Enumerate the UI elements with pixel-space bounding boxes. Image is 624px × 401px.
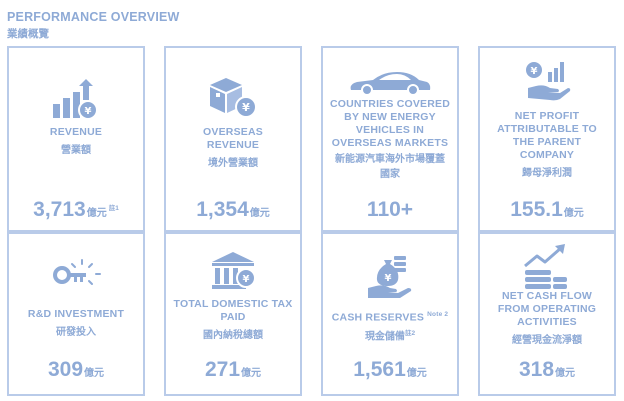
- net-cash-flow-label-en: NET CASH FLOW FROM OPERATING ACTIVITIES: [497, 290, 597, 328]
- domestic-tax-label-zh: 國內納稅總額: [203, 330, 263, 341]
- rd-investment-label-zh: 研發投入: [56, 327, 96, 338]
- rd-investment-label-en: R&D INVESTMENT: [27, 308, 125, 320]
- header-title-zh: 業績概覽: [7, 28, 49, 40]
- overseas-revenue-label-en: OVERSEAS REVENUE: [203, 126, 263, 151]
- card-net-cash-flow: NET CASH FLOW FROM OPERATING ACTIVITIES …: [478, 232, 616, 396]
- card-net-profit: ¥ NET PROFIT ATTRIBUTABLE TO THE PARENT …: [478, 46, 616, 232]
- svg-text:¥: ¥: [85, 106, 92, 117]
- net-profit-label-zh: 歸母淨利潤: [522, 168, 572, 179]
- card-cash-reserves: ¥ CASH RESERVES Note 2 現金儲備註2 1,561億元: [321, 232, 459, 396]
- key-bulb-icon: [53, 259, 101, 285]
- svg-text:¥: ¥: [242, 101, 250, 114]
- cash-reserves-value: 1,561億元: [353, 358, 427, 381]
- cash-reserves-label-zh: 現金儲備註2: [364, 329, 416, 342]
- card-countries-covered: COUNTRIES COVERED BY NEW ENERGY VEHICLES…: [321, 46, 459, 232]
- svg-text:¥: ¥: [385, 273, 392, 284]
- card-overseas-revenue: ¥ OVERSEAS REVENUE 境外營業額 1,354億元: [164, 46, 302, 232]
- cash-reserves-label-en: CASH RESERVES Note 2: [331, 311, 449, 324]
- revenue-value: 3,713億元 註1: [33, 198, 119, 221]
- revenue-label-zh: 營業額: [61, 145, 91, 156]
- coins-arrow-up-icon: [524, 244, 567, 289]
- svg-text:¥: ¥: [243, 274, 250, 285]
- domestic-tax-value: 271億元: [204, 358, 262, 381]
- countries-covered-label-zh: 新能源汽車海外市場覆蓋國家: [335, 154, 445, 180]
- revenue-chart-yen-icon: ¥: [53, 79, 98, 120]
- hand-yen-chart-icon: ¥: [526, 62, 571, 101]
- hand-moneybag-icon: ¥: [368, 256, 412, 298]
- net-profit-label-en: NET PROFIT ATTRIBUTABLE TO THE PARENT CO…: [497, 110, 597, 161]
- countries-covered-value: 110+: [366, 198, 414, 221]
- net-cash-flow-label-zh: 經營現金流淨額: [512, 335, 582, 346]
- card-domestic-tax: ¥ TOTAL DOMESTIC TAX PAID 國內納稅總額 271億元: [164, 232, 302, 396]
- domestic-tax-label-en: TOTAL DOMESTIC TAX PAID: [173, 298, 293, 323]
- revenue-label-en: REVENUE: [49, 126, 103, 138]
- card-rd-investment: R&D INVESTMENT 研發投入 309億元: [7, 232, 145, 396]
- rd-investment-value: 309億元: [47, 358, 105, 381]
- net-cash-flow-value: 318億元: [518, 358, 576, 381]
- net-profit-value: 155.1億元: [510, 198, 584, 221]
- overseas-revenue-label-zh: 境外營業額: [208, 158, 258, 169]
- overseas-box-yen-icon: ¥: [210, 78, 257, 118]
- car-icon: [350, 72, 431, 96]
- bank-yen-icon: ¥: [212, 252, 256, 289]
- svg-text:¥: ¥: [531, 66, 538, 77]
- header-title-en: PERFORMANCE OVERVIEW: [7, 10, 180, 24]
- card-revenue: ¥ REVENUE 營業額 3,713億元 註1: [7, 46, 145, 232]
- countries-covered-label-en: COUNTRIES COVERED BY NEW ENERGY VEHICLES…: [329, 98, 451, 149]
- overseas-revenue-value: 1,354億元: [196, 198, 270, 221]
